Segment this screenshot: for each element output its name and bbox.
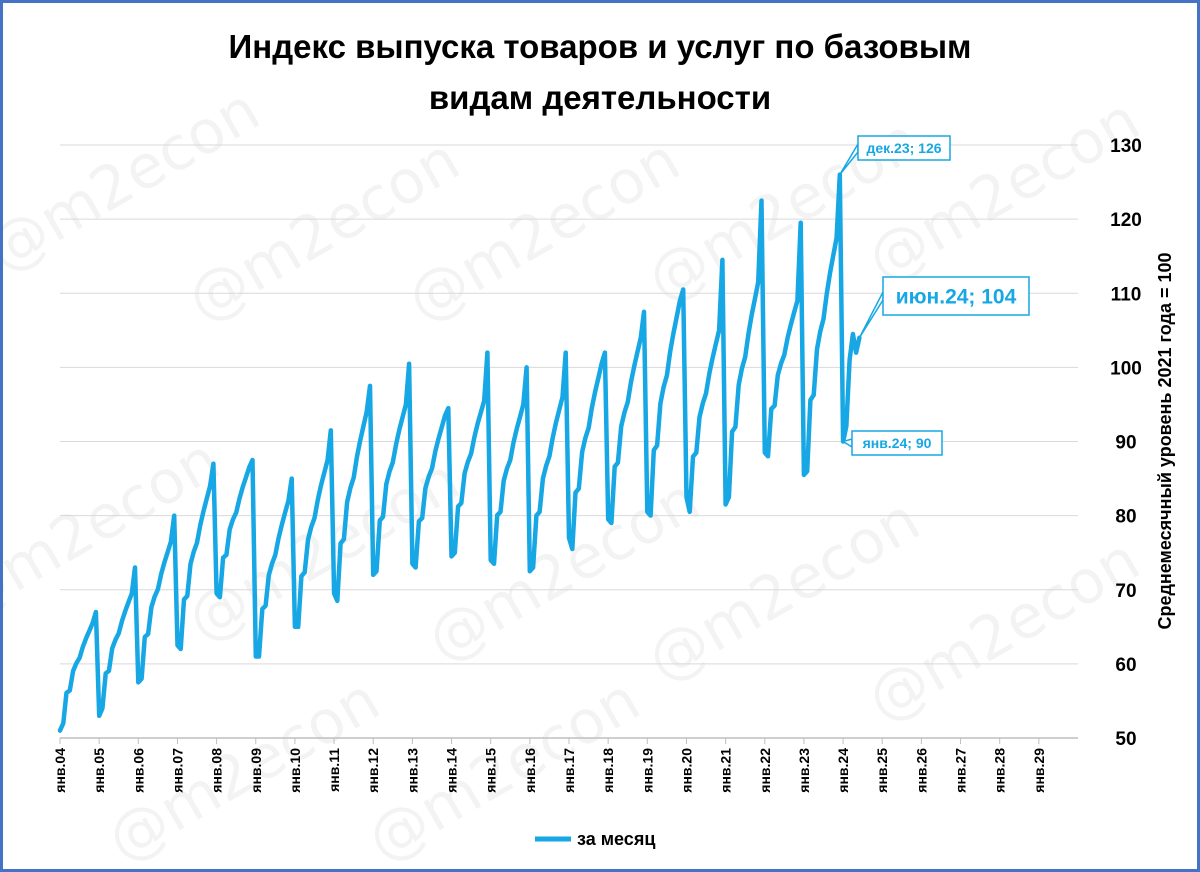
y-tick-label-80: 80 <box>1115 507 1136 528</box>
annotation-2023-12: дек.23; 126 <box>839 135 951 176</box>
x-tick-label-янв.11: янв.11 <box>326 748 342 792</box>
x-tick-label-янв.14: янв.14 <box>444 748 460 793</box>
x-tick-label-янв.12: янв.12 <box>365 748 381 793</box>
y-tick-label-110: 110 <box>1111 284 1142 305</box>
annotation-box <box>882 276 1030 316</box>
x-tick-label-янв.04: янв.04 <box>52 748 68 793</box>
annotation-label: дек.23; 126 <box>866 140 941 156</box>
chart-title-line-2: видам деятельности <box>429 79 771 116</box>
y-tick-label-50: 50 <box>1115 729 1136 750</box>
x-tick-label-янв.24: янв.24 <box>835 748 851 793</box>
x-tick-label-янв.23: янв.23 <box>796 748 812 793</box>
x-tick-label-янв.22: янв.22 <box>757 748 773 793</box>
y-axis: 50 60 70 80 90 100 110 120 130 <box>1110 136 1142 750</box>
series-layer <box>57 172 862 733</box>
annotation-box <box>851 430 943 456</box>
chart-title-line-1: Индекс выпуска товаров и услуг по базовы… <box>229 28 972 65</box>
x-tick-label-янв.27: янв.27 <box>953 748 969 793</box>
x-tick-label-янв.07: янв.07 <box>169 748 185 793</box>
legend: за месяц <box>535 829 655 849</box>
annotation-2024-06: июн.24; 104 <box>858 276 1030 339</box>
x-tick-label-янв.21: янв.21 <box>718 748 734 793</box>
x-tick-label-янв.05: янв.05 <box>91 748 107 793</box>
x-axis: янв.04 янв.05 янв.06 янв.07 янв.08 янв.09 янв.… <box>52 737 1078 793</box>
x-tick-label-янв.18: янв.18 <box>600 748 616 793</box>
x-tick-label-янв.17: янв.17 <box>561 748 577 793</box>
y-tick-label-130: 130 <box>1110 136 1142 157</box>
x-tick-label-янв.19: янв.19 <box>639 748 655 793</box>
y-tick-label-60: 60 <box>1115 655 1136 676</box>
chart-canvas: @m2econ@m2econ@m2econ@m2econ@m2econ@m2ec… <box>3 28 1175 869</box>
x-tick-label-янв.16: янв.16 <box>522 748 538 793</box>
x-tick-label-янв.09: янв.09 <box>248 748 264 793</box>
y-tick-label-100: 100 <box>1110 358 1142 379</box>
x-tick-label-янв.28: янв.28 <box>992 748 1008 793</box>
x-tick-label-янв.25: янв.25 <box>874 748 890 793</box>
annotation-pointer <box>858 291 884 339</box>
x-tick-label-янв.10: янв.10 <box>287 748 303 793</box>
legend-label-za-mesyac: за месяц <box>577 829 655 849</box>
series-line-za-mesyac <box>57 172 862 733</box>
x-tick-label-янв.20: янв.20 <box>678 748 694 793</box>
x-tick-label-янв.29: янв.29 <box>1031 748 1047 793</box>
y-axis-label: Среднемесячный уровень 2021 года = 100 <box>1155 252 1175 629</box>
x-tick-label-янв.08: янв.08 <box>209 748 225 793</box>
x-tick-label-янв.06: янв.06 <box>130 748 146 793</box>
annotation-2024-01: янв.24; 90 <box>841 430 943 456</box>
x-tick-label-янв.15: янв.15 <box>483 748 499 793</box>
annotations-layer: дек.23; 126 июн.24; 104 янв.24; 90 <box>839 135 1030 456</box>
x-tick-label-янв.13: янв.13 <box>404 748 420 793</box>
y-tick-label-120: 120 <box>1110 210 1142 231</box>
annotation-label: янв.24; 90 <box>863 435 932 451</box>
annotation-label: июн.24; 104 <box>896 285 1017 308</box>
y-tick-label-90: 90 <box>1115 433 1136 454</box>
y-tick-label-70: 70 <box>1115 581 1136 602</box>
annotation-box <box>857 135 951 161</box>
x-tick-label-янв.26: янв.26 <box>913 748 929 793</box>
